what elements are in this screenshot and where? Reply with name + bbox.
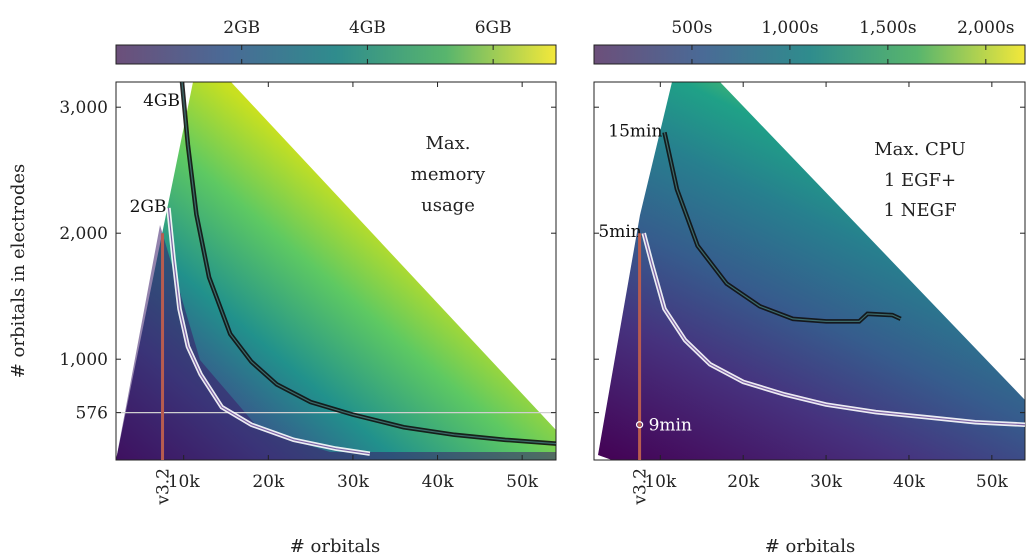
v3-2-label: v3.2 (631, 468, 651, 506)
y-tick-label: 2,000 (59, 224, 108, 244)
marker-point (635, 421, 644, 429)
colorbar-cpu-gradient (593, 44, 1026, 65)
x-tick-label: 40k (893, 472, 926, 492)
x-tick-label: 40k (422, 472, 455, 492)
x-tick-label: 10k (644, 472, 677, 492)
colorbar-memory-gradient (115, 44, 557, 65)
x-tick-label: 20k (727, 472, 760, 492)
plot-memory-frame (115, 81, 557, 461)
cpu-annotation-line-3: 1 NEGF (884, 200, 957, 221)
x-tick-label: 30k (810, 472, 843, 492)
colorbar-tick-label: 4GB (349, 18, 386, 38)
plot-memory: 4GB 2GB v3.2 10k 20k 30k 40k 50k 576 1,000 2,000… (8, 81, 557, 557)
heatmap-memory-region (116, 82, 556, 460)
colorbar-tick-label: 6GB (475, 18, 512, 38)
memory-x-axis-label: # orbitals (290, 536, 380, 557)
colorbar-tick-label: 2GB (223, 18, 260, 38)
colorbar-memory: 2GB 4GB 6GB (115, 18, 557, 65)
plot-cpu: 15min 5min v3.2 10k 20k 30k 40k 50k 9min Max. … (593, 81, 1026, 557)
colorbar-tick-label: 500s (671, 18, 712, 38)
memory-annotation-line-3: usage (421, 195, 475, 216)
contour-line-inner (643, 233, 1026, 426)
heatmap-memory-low-region (116, 225, 556, 460)
x-tick-label: 20k (252, 472, 285, 492)
cpu-x-axis-label: # orbitals (765, 536, 855, 557)
memory-annotation-line-1: Max. (425, 133, 470, 154)
colorbar-tick-label: 1,500s (859, 18, 916, 38)
y-axis-label: # orbitals in electrodes (8, 164, 29, 379)
x-tick-label: 50k (976, 472, 1009, 492)
colorbar-tick-label: 1,000s (761, 18, 818, 38)
y-tick-label: 3,000 (59, 98, 108, 118)
x-tick-label: 30k (337, 472, 370, 492)
cpu-annotation-line-1: Max. CPU (874, 139, 966, 160)
plot-cpu-frame (593, 81, 1026, 461)
heatmap-cpu-region (598, 82, 1025, 460)
contour-label: 4GB (143, 91, 180, 111)
contour-line-inner (181, 81, 557, 445)
cpu-annotation-line-2: 1 EGF+ (884, 170, 956, 191)
contour-label: 2GB (130, 197, 167, 217)
contour-line-inner (167, 207, 370, 455)
marker-label: 9min (649, 416, 692, 436)
colorbar-cpu: 500s 1,000s 1,500s 2,000s (593, 18, 1026, 65)
colorbar-tick-label: 2,000s (957, 18, 1014, 38)
y-tick-label: 576 (76, 404, 108, 424)
contour-label: 5min (598, 222, 641, 242)
contour-line-inner (663, 132, 901, 322)
x-tick-label: 50k (506, 472, 539, 492)
y-tick-label: 1,000 (59, 350, 108, 370)
v3-2-label: v3.2 (154, 468, 174, 506)
contour-label: 15min (608, 121, 662, 141)
memory-annotation-line-2: memory (411, 164, 486, 185)
x-tick-label: 10k (168, 472, 201, 492)
